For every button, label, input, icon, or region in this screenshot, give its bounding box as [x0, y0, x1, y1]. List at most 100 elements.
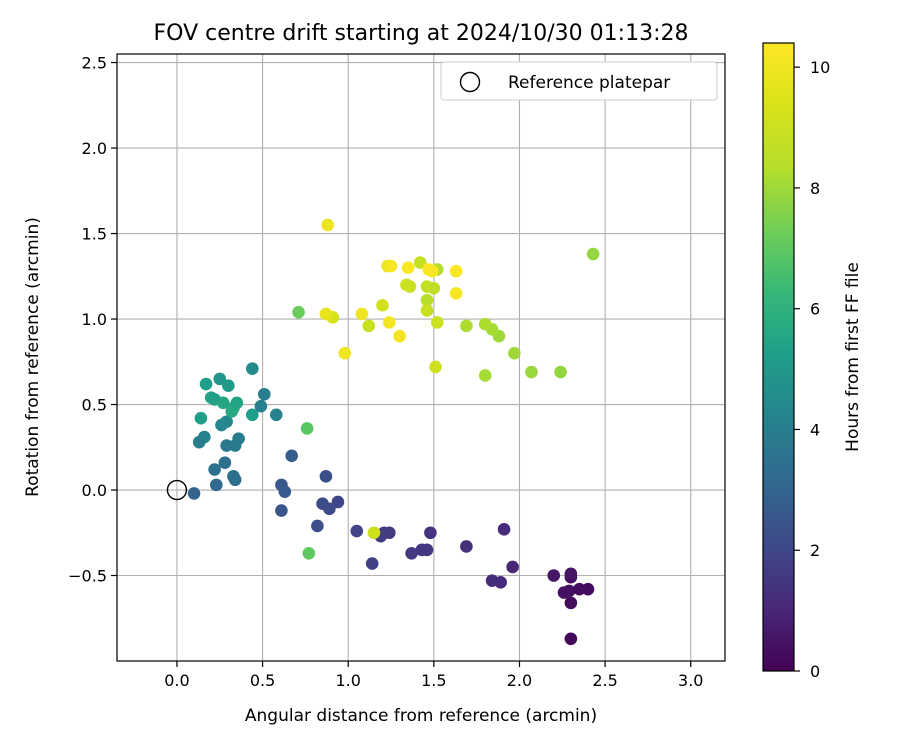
y-tick-label: 0.0 — [82, 481, 107, 500]
data-point — [355, 307, 369, 321]
data-point — [194, 411, 208, 425]
data-point — [424, 526, 437, 540]
data-point — [376, 299, 389, 312]
data-points — [187, 218, 600, 646]
colorbar-tick-label: 10 — [810, 58, 830, 77]
reference-marker-group — [166, 479, 188, 501]
data-point — [230, 396, 244, 410]
data-point — [216, 396, 230, 410]
x-tick-label: 3.0 — [678, 671, 703, 690]
data-point — [425, 264, 439, 278]
data-point — [222, 379, 235, 393]
data-point — [319, 307, 333, 321]
data-point — [269, 408, 283, 422]
legend-box — [440, 61, 718, 101]
data-point — [478, 369, 492, 382]
data-point — [220, 415, 233, 428]
data-point — [497, 523, 511, 536]
legend-entry-reference: Reference platepar — [508, 73, 670, 93]
data-point — [367, 526, 381, 540]
data-point — [331, 495, 345, 509]
legend: Reference platepar — [440, 61, 718, 101]
chart-title: FOV centre drift starting at 2024/10/30 … — [154, 21, 689, 46]
y-tick-label: 0.5 — [82, 396, 107, 415]
data-point — [210, 478, 223, 492]
data-point — [506, 560, 519, 574]
data-point — [478, 317, 492, 331]
data-point — [292, 305, 305, 319]
data-point — [350, 524, 364, 538]
data-point — [218, 456, 232, 469]
colorbar-tick-label: 4 — [810, 420, 820, 439]
colorbar-label: Hours from first FF file — [843, 262, 863, 452]
x-axis-ticks: 0.0 0.5 1.0 1.5 2.0 2.5 3.0 — [164, 661, 703, 690]
data-point — [208, 463, 221, 476]
data-point — [564, 567, 578, 581]
y-tick-label: −0.5 — [68, 567, 107, 586]
data-point — [275, 504, 288, 517]
data-point — [311, 519, 324, 533]
y-tick-label: 2.0 — [82, 139, 107, 158]
data-point — [460, 540, 473, 553]
data-point — [198, 430, 211, 444]
y-tick-label: 1.5 — [82, 225, 107, 244]
data-point — [554, 365, 567, 379]
data-point — [449, 264, 463, 278]
data-point — [213, 372, 227, 386]
x-tick-label: 1.0 — [335, 671, 360, 690]
data-point — [316, 497, 329, 510]
data-point — [564, 632, 578, 646]
colorbar-tick-label: 2 — [810, 541, 820, 560]
data-point — [586, 247, 600, 261]
data-point — [254, 399, 268, 413]
data-point — [246, 408, 259, 422]
y-axis-label: Rotation from reference (arcmin) — [23, 217, 43, 497]
data-point — [405, 546, 418, 560]
data-point — [319, 470, 333, 483]
colorbar-tick-label: 0 — [810, 662, 820, 681]
data-point — [199, 377, 213, 391]
x-tick-label: 2.0 — [507, 671, 532, 690]
data-point — [285, 449, 298, 463]
colorbar — [762, 42, 795, 672]
data-point — [485, 574, 499, 587]
data-point — [420, 304, 434, 317]
data-point — [300, 422, 314, 435]
data-point — [460, 319, 473, 333]
colorbar-tick-label: 8 — [810, 179, 820, 198]
data-point — [321, 218, 334, 232]
data-point — [401, 261, 415, 275]
y-tick-label: 1.0 — [82, 310, 107, 329]
x-tick-label: 0.5 — [250, 671, 275, 690]
data-point — [525, 365, 538, 379]
data-point — [564, 596, 578, 610]
data-point — [430, 316, 444, 329]
data-point — [227, 470, 240, 483]
colorbar-ticks: 0 2 4 6 8 10 — [794, 58, 830, 681]
data-point — [581, 582, 595, 596]
data-point — [232, 432, 245, 446]
legend-reference-marker — [459, 71, 481, 93]
data-point — [365, 557, 379, 570]
data-point — [257, 387, 271, 401]
data-point — [187, 487, 201, 500]
data-point — [420, 293, 434, 307]
data-point — [362, 319, 376, 333]
data-point — [393, 329, 406, 343]
y-tick-label: 2.5 — [82, 54, 107, 73]
data-point — [562, 584, 576, 598]
x-tick-label: 1.5 — [421, 671, 446, 690]
reference-marker — [166, 479, 188, 501]
data-point — [429, 360, 442, 374]
data-point — [547, 569, 561, 582]
data-point — [413, 256, 427, 269]
data-point — [449, 287, 463, 300]
data-point — [246, 362, 259, 375]
y-axis-ticks: −0.5 0.0 0.5 1.0 1.5 2.0 2.5 — [68, 54, 117, 586]
data-point — [400, 278, 413, 292]
data-point — [415, 543, 429, 557]
data-point — [275, 478, 288, 492]
data-point — [383, 316, 396, 329]
data-point — [420, 280, 434, 293]
